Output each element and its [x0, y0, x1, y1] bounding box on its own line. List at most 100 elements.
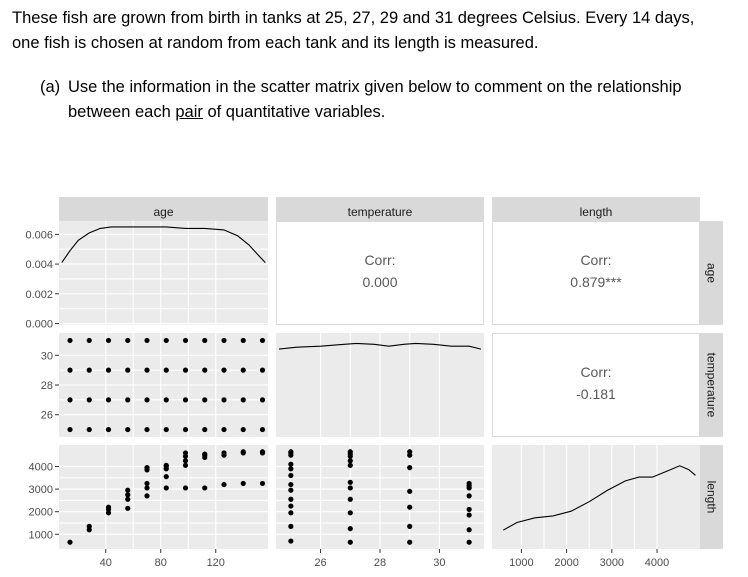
point-age-temperature [259, 426, 266, 433]
point-age-temperature [125, 337, 131, 344]
corr-value-age-temperature: 0.000 [362, 274, 397, 290]
question-text: Use the information in the scatter matri… [68, 75, 740, 125]
point-temperature-length [288, 496, 294, 502]
point-age-temperature [202, 426, 208, 433]
point-temperature-length [466, 506, 472, 513]
y-tick-label-temperature: 28 [41, 380, 53, 392]
x-tick-label-length: 4000 [645, 557, 669, 569]
point-temperature-length [288, 523, 294, 529]
x-tick-label-temperature: 28 [374, 557, 386, 569]
point-age-temperature [144, 337, 150, 344]
strip-right-length [700, 445, 723, 549]
y-tick-label-density: 0.000 [25, 319, 53, 331]
x-tick-label-temperature: 30 [433, 557, 445, 569]
question-line-2: between each pair of quantitative variab… [68, 100, 740, 125]
point-age-temperature [86, 367, 92, 373]
strip-right-label-length: length [705, 481, 719, 514]
point-age-temperature [105, 397, 112, 403]
point-age-temperature [163, 367, 169, 373]
x-tick-label-age: 40 [100, 557, 112, 569]
strip-top-label-age: age [153, 205, 173, 219]
point-age-length [240, 449, 246, 455]
corr-value-age-length: 0.879*** [570, 274, 622, 290]
point-age-length [105, 504, 112, 510]
y-tick-label-density: 0.004 [25, 259, 53, 271]
point-age-temperature [221, 367, 227, 373]
point-age-length [67, 539, 73, 545]
point-age-length [144, 485, 150, 491]
panel-2-0 [59, 445, 268, 549]
corr-value-temperature-length: -0.181 [576, 386, 616, 402]
point-temperature-length [407, 488, 413, 494]
point-age-length [144, 465, 150, 471]
point-age-length [125, 487, 131, 493]
point-age-temperature [163, 426, 169, 433]
point-age-length [182, 458, 189, 464]
point-temperature-length [288, 487, 294, 493]
point-temperature-length [466, 493, 472, 499]
question-line-2-end: of quantitative variables. [202, 103, 386, 121]
point-age-length [125, 496, 131, 502]
point-age-temperature [67, 337, 73, 344]
point-age-length [163, 474, 169, 480]
point-temperature-length [347, 462, 353, 468]
point-temperature-length [288, 472, 294, 479]
strip-top-length [492, 197, 700, 221]
point-age-temperature [221, 426, 227, 433]
question-line-1: Use the information in the scatter matri… [68, 78, 682, 96]
length-density-curve [503, 465, 696, 531]
x-tick-label-length: 3000 [600, 557, 624, 569]
point-age-temperature [67, 367, 73, 373]
point-temperature-length [407, 465, 413, 471]
point-temperature-length [407, 449, 413, 455]
point-temperature-length [288, 481, 294, 488]
point-temperature-length [288, 461, 294, 467]
point-age-length [144, 480, 150, 487]
point-age-temperature [144, 367, 150, 373]
point-age-temperature [182, 426, 189, 433]
point-temperature-length [347, 479, 353, 485]
point-temperature-length [466, 480, 472, 487]
point-age-temperature [240, 337, 246, 344]
intro-line-2: one fish is chosen at random from each t… [12, 34, 539, 52]
point-age-temperature [163, 337, 169, 344]
point-age-length [221, 450, 227, 456]
point-age-length [86, 523, 92, 529]
point-age-temperature [182, 337, 189, 344]
strip-right-label-temperature: temperature [705, 353, 719, 418]
point-temperature-length [407, 523, 413, 529]
y-tick-label-length: 2000 [29, 507, 53, 519]
point-age-length [259, 449, 266, 455]
point-age-temperature [259, 337, 266, 344]
point-age-length [125, 505, 131, 511]
point-age-length [202, 451, 208, 457]
y-tick-label-density: 0.002 [25, 289, 53, 301]
x-tick-label-length: 1000 [509, 557, 533, 569]
point-age-temperature [202, 397, 208, 403]
point-temperature-length [347, 449, 353, 455]
point-age-temperature [144, 397, 150, 403]
question-line-2-start: between each [68, 103, 176, 121]
corr-panel-0-1 [276, 221, 484, 325]
x-tick-label-temperature: 26 [314, 557, 326, 569]
point-temperature-length [288, 538, 294, 544]
strip-top-temperature [276, 197, 484, 221]
age-density-curve [61, 226, 266, 263]
point-temperature-length [347, 510, 353, 516]
point-age-temperature [67, 397, 73, 403]
temperature-density-curve [278, 342, 482, 350]
y-tick-label-temperature: 26 [41, 410, 53, 422]
point-temperature-length [288, 510, 294, 516]
y-tick-label-length: 3000 [29, 484, 53, 496]
point-age-length [144, 493, 150, 499]
point-age-length [182, 485, 189, 491]
strip-top-age [59, 197, 268, 221]
point-age-length [163, 485, 169, 491]
point-age-temperature [105, 367, 112, 373]
point-temperature-length [288, 503, 294, 509]
point-age-temperature [202, 337, 208, 344]
strip-right-age [700, 221, 723, 325]
point-age-temperature [182, 397, 189, 403]
point-age-length [182, 462, 189, 468]
corr-label-temperature-length: Corr: [580, 364, 611, 380]
